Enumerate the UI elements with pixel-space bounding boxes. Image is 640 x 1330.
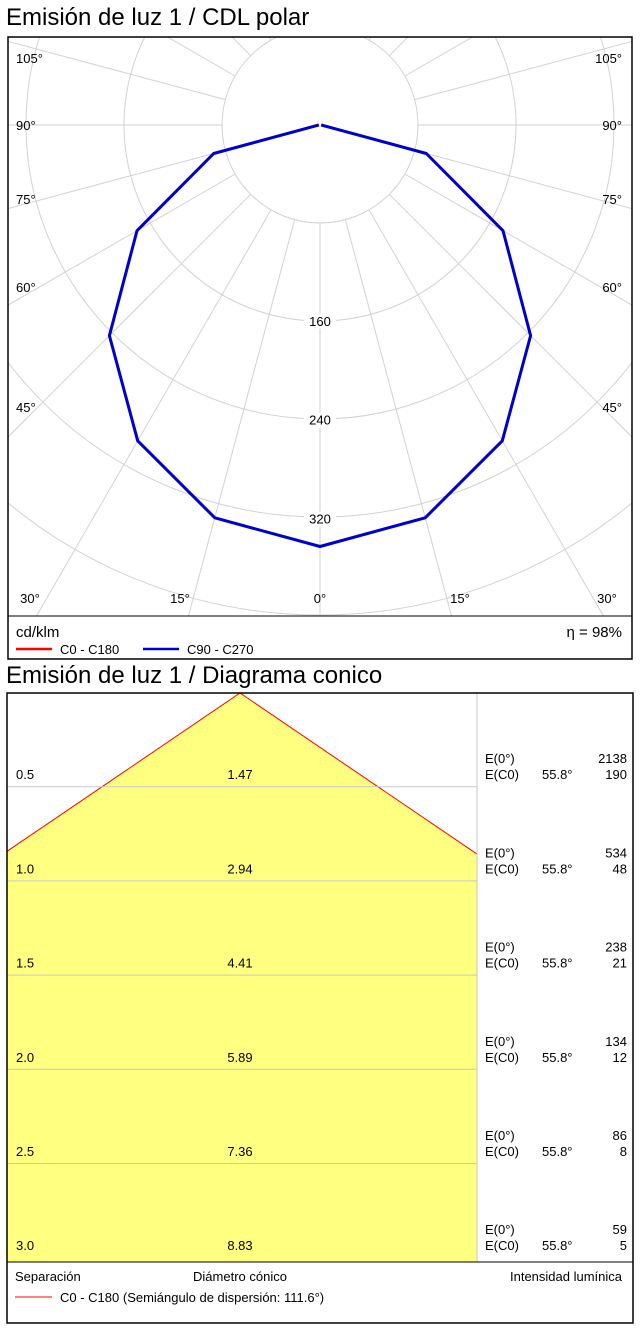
row-e0-value: 2138 bbox=[598, 751, 627, 766]
polar-grid-ray bbox=[404, 173, 632, 306]
polar-grid-ray bbox=[414, 149, 632, 210]
legend-label-c90-c270: C90 - C270 bbox=[187, 642, 253, 657]
row-distance: 1.5 bbox=[16, 956, 34, 971]
column-label-separation: Separación bbox=[15, 1269, 81, 1284]
row-e0-value: 59 bbox=[613, 1222, 627, 1237]
polar-frame bbox=[7, 36, 633, 660]
angle-label-right: 105° bbox=[595, 51, 622, 66]
series-line-c90-c270 bbox=[107, 123, 533, 548]
angle-label-left: 90° bbox=[16, 118, 36, 133]
row-distance: 0.5 bbox=[16, 767, 34, 782]
row-e0-value: 86 bbox=[613, 1128, 627, 1143]
row-diameter: 4.41 bbox=[227, 956, 252, 971]
radial-tick-label-bg bbox=[304, 511, 336, 527]
polar-chart: 105° 90° 75° 60° 45° 105° 90° 75° 60° 45° 30° 15° 0°… bbox=[7, 36, 633, 660]
cone-chart-title: Emisión de luz 1 / Diagrama conico bbox=[6, 662, 383, 689]
angle-label-left: 45° bbox=[16, 400, 36, 415]
row-ec0-value: 48 bbox=[613, 861, 627, 876]
angle-label-bottom: 15° bbox=[170, 591, 190, 606]
row-e0-value: 534 bbox=[605, 845, 627, 860]
angle-label-bottom: 30° bbox=[20, 591, 40, 606]
row-e0-label: E(0°) bbox=[485, 751, 515, 766]
polar-grid-ray bbox=[388, 193, 632, 438]
row-diameter: 5.89 bbox=[227, 1050, 252, 1065]
row-ec0-value: 12 bbox=[613, 1050, 627, 1065]
units-label: cd/klm bbox=[16, 624, 59, 641]
radial-tick-label: 320 bbox=[309, 512, 331, 527]
row-e0-label: E(0°) bbox=[485, 940, 515, 955]
polar-grid-ray bbox=[8, 40, 226, 101]
row-half-angle: 55.8° bbox=[542, 1050, 573, 1065]
polar-grid-ray bbox=[8, 149, 226, 210]
cone-legend-label: C0 - C180 (Semiángulo de dispersión: 111… bbox=[60, 1290, 324, 1305]
angle-label-left: 75° bbox=[16, 192, 36, 207]
row-half-angle: 55.8° bbox=[542, 861, 573, 876]
row-e0-value: 238 bbox=[605, 940, 627, 955]
radial-tick-label-bg bbox=[304, 412, 336, 428]
row-distance: 2.0 bbox=[16, 1050, 34, 1065]
angle-label-bottom: 30° bbox=[597, 591, 617, 606]
radial-tick-label-bg bbox=[304, 313, 336, 329]
polar-chart-title: Emisión de luz 1 / CDL polar bbox=[6, 4, 310, 31]
row-distance: 2.5 bbox=[16, 1144, 34, 1159]
row-ec0-value: 5 bbox=[620, 1238, 627, 1253]
row-e0-label: E(0°) bbox=[485, 845, 515, 860]
row-distance: 3.0 bbox=[16, 1238, 34, 1253]
row-ec0-value: 8 bbox=[620, 1144, 627, 1159]
angle-label-left: 105° bbox=[16, 51, 43, 66]
polar-grid-ray bbox=[344, 219, 453, 616]
row-ec0-label: E(C0) bbox=[485, 861, 519, 876]
row-e0-label: E(0°) bbox=[485, 1128, 515, 1143]
row-half-angle: 55.8° bbox=[542, 956, 573, 971]
legend-label-c0-c180: C0 - C180 bbox=[60, 642, 119, 657]
polar-grid-ray bbox=[414, 40, 632, 101]
cone-fill bbox=[7, 693, 477, 1262]
angle-label-right: 45° bbox=[602, 400, 622, 415]
row-ec0-value: 21 bbox=[613, 956, 627, 971]
row-ec0-label: E(C0) bbox=[485, 956, 519, 971]
row-half-angle: 55.8° bbox=[542, 1144, 573, 1159]
radial-tick-label: 160 bbox=[309, 314, 331, 329]
column-label-diameter: Diámetro cónico bbox=[193, 1269, 287, 1284]
column-label-intensity: Intensidad lumínica bbox=[510, 1269, 623, 1284]
polar-grid-ray bbox=[8, 173, 236, 306]
radial-tick-label: 240 bbox=[309, 413, 331, 428]
polar-grid-ray bbox=[8, 193, 252, 438]
efficiency-label: η = 98% bbox=[567, 624, 622, 641]
angle-label-bottom: 15° bbox=[450, 591, 470, 606]
angle-label-right: 60° bbox=[602, 280, 622, 295]
row-ec0-value: 190 bbox=[605, 767, 627, 782]
row-distance: 1.0 bbox=[16, 861, 34, 876]
row-diameter: 7.36 bbox=[227, 1144, 252, 1159]
angle-label-bottom: 0° bbox=[314, 591, 326, 606]
row-ec0-label: E(C0) bbox=[485, 1238, 519, 1253]
row-e0-label: E(0°) bbox=[485, 1222, 515, 1237]
polar-grid-ray bbox=[35, 209, 272, 616]
angle-label-right: 90° bbox=[602, 118, 622, 133]
row-ec0-label: E(C0) bbox=[485, 1144, 519, 1159]
row-half-angle: 55.8° bbox=[542, 767, 573, 782]
row-ec0-label: E(C0) bbox=[485, 1050, 519, 1065]
row-diameter: 1.47 bbox=[227, 767, 252, 782]
row-e0-label: E(0°) bbox=[485, 1034, 515, 1049]
angle-label-right: 75° bbox=[602, 192, 622, 207]
row-half-angle: 55.8° bbox=[542, 1238, 573, 1253]
polar-grid bbox=[8, 37, 632, 616]
row-e0-value: 134 bbox=[605, 1034, 627, 1049]
polar-grid-ray bbox=[368, 209, 605, 616]
polar-grid-ray bbox=[187, 219, 296, 616]
angle-label-left: 60° bbox=[16, 280, 36, 295]
row-ec0-label: E(C0) bbox=[485, 767, 519, 782]
row-diameter: 2.94 bbox=[227, 861, 252, 876]
row-diameter: 8.83 bbox=[227, 1238, 252, 1253]
cone-frame bbox=[6, 692, 634, 1324]
